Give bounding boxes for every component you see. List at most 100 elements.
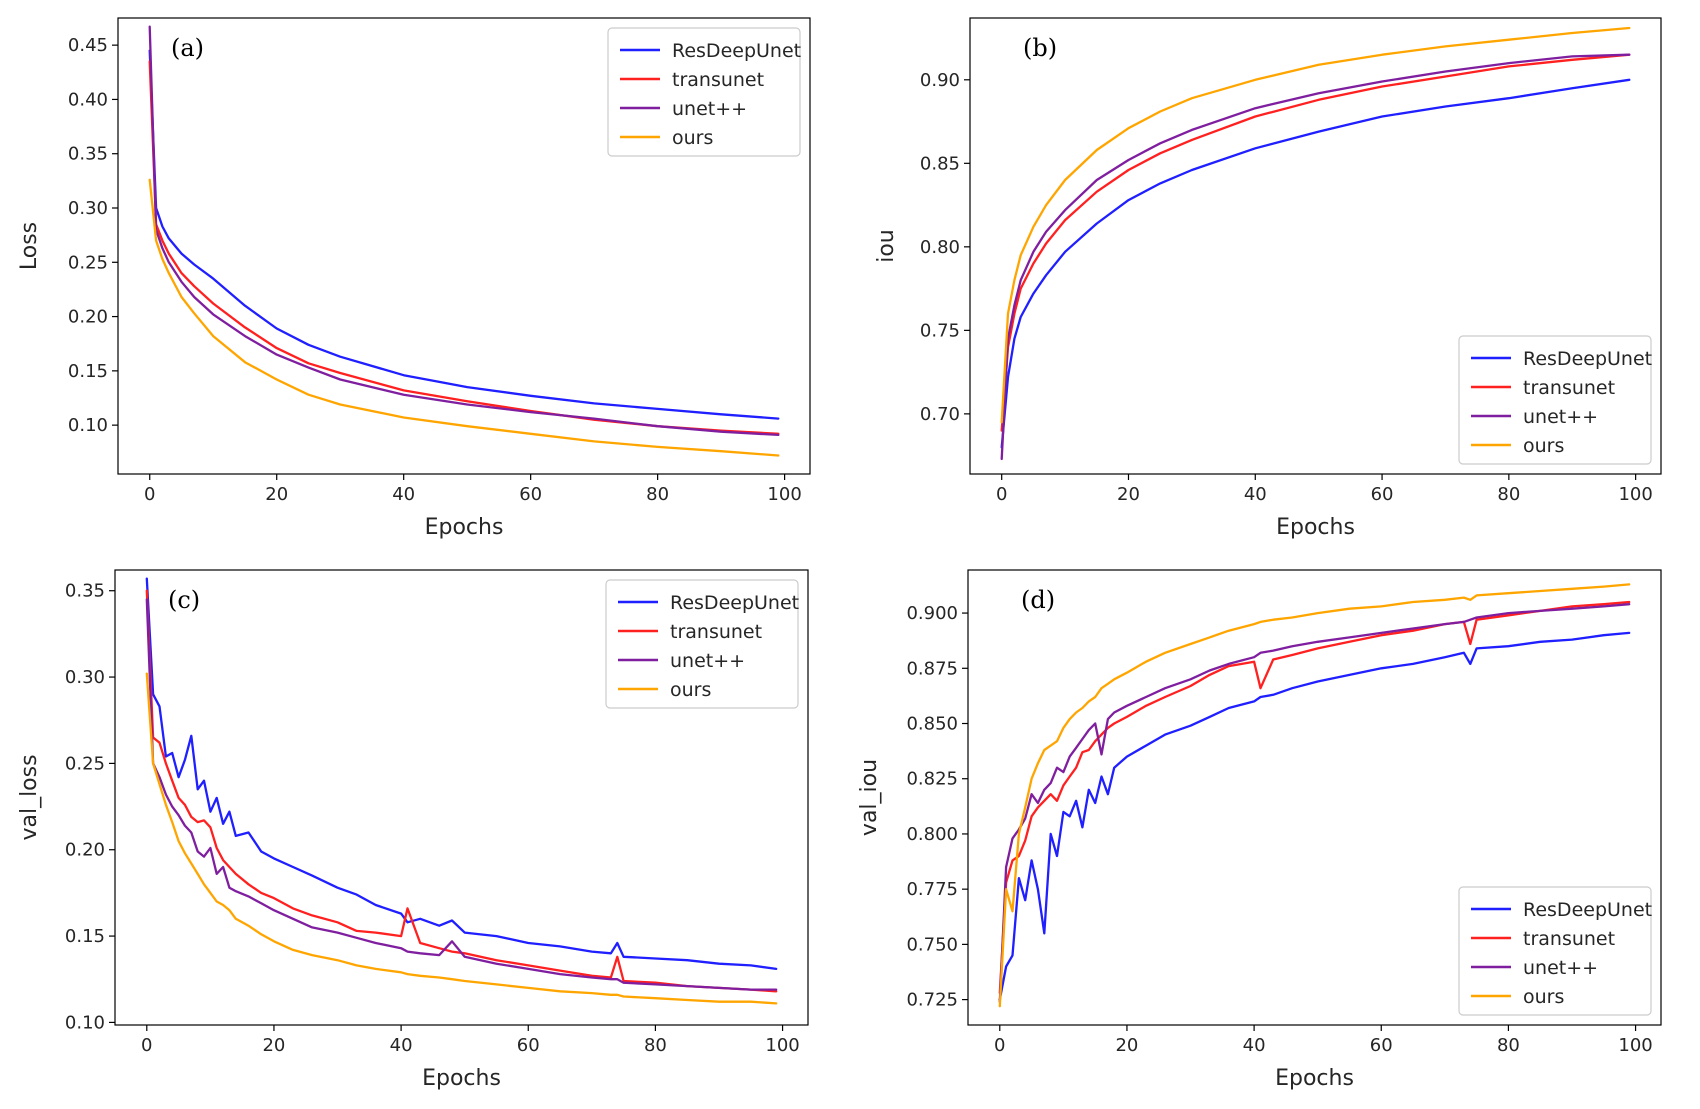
plot-frame (967, 569, 1662, 1026)
y-axis-label: val_loss (17, 754, 42, 840)
series-line-ours (1000, 26, 1631, 424)
y-tick-label: 0.40 (68, 89, 108, 110)
series-line-unetplusplus (148, 25, 780, 437)
y-tick-label: 0.850 (906, 714, 958, 735)
legend-label: ResDeepUnet (672, 40, 801, 62)
x-tick-label: 60 (519, 484, 542, 505)
series-line-transunet (145, 589, 778, 993)
series-line-ours (998, 583, 1631, 1008)
series-line-transunet (998, 600, 1631, 995)
y-tick-label: 0.25 (65, 753, 105, 774)
y-tick-label: 0.20 (68, 307, 108, 328)
x-tick-label: 20 (1115, 1035, 1138, 1056)
x-tick-label: 0 (996, 484, 1007, 505)
legend-label: ResDeepUnet (1523, 348, 1652, 370)
x-tick-label: 100 (765, 1035, 799, 1056)
legend-box (1458, 886, 1652, 1016)
y-tick-label: 0.30 (68, 198, 108, 219)
legend-label: unet++ (672, 98, 747, 120)
x-tick-label: 80 (1497, 1035, 1520, 1056)
y-tick-label: 0.70 (920, 404, 960, 425)
x-tick-label: 80 (1497, 484, 1520, 505)
series-line-transunet (1000, 53, 1631, 432)
x-tick-label: 20 (262, 1035, 285, 1056)
y-tick-label: 0.35 (68, 144, 108, 165)
chart-panel-c: 0 20 40 60 80 100 0.10 0.15 0.20 0.25 0.30 0.35 Epoc… (17, 569, 809, 1091)
series-line-resdeepunet (148, 49, 780, 420)
x-tick-label: 60 (517, 1035, 540, 1056)
y-tick-label: 0.90 (920, 70, 960, 91)
series-line-ours (145, 672, 778, 1005)
legend-label: ResDeepUnet (670, 592, 799, 614)
legend-label: ResDeepUnet (1523, 899, 1652, 921)
series-line-resdeepunet (145, 577, 778, 971)
y-tick-label: 0.10 (65, 1012, 105, 1033)
y-axis-label: Loss (17, 222, 42, 270)
legend-label: ours (670, 679, 711, 701)
x-tick-label: 20 (1117, 484, 1140, 505)
legend: ResDeepUnet transunet unet++ ours (605, 579, 799, 709)
x-tick-label: 40 (390, 1035, 413, 1056)
y-tick-label: 0.725 (906, 990, 958, 1011)
y-tick-label: 0.20 (65, 840, 105, 861)
plot-frame (117, 17, 811, 475)
series-line-unetplusplus (1000, 53, 1631, 461)
x-tick-label: 40 (1243, 1035, 1266, 1056)
series-line-ours (148, 178, 780, 457)
x-axis-label: Epochs (1275, 1066, 1354, 1091)
y-tick-label: 0.30 (65, 667, 105, 688)
x-tick-label: 40 (1244, 484, 1267, 505)
legend-box (605, 579, 799, 709)
x-tick-label: 40 (392, 484, 415, 505)
y-tick-label: 0.35 (65, 581, 105, 602)
x-tick-label: 80 (646, 484, 669, 505)
x-tick-label: 100 (1618, 484, 1652, 505)
chart-panel-a: 0 20 40 60 80 100 0.10 0.15 0.20 0.25 0.30 0.35 0.40… (17, 17, 811, 540)
y-tick-label: 0.775 (906, 879, 958, 900)
y-tick-label: 0.25 (68, 252, 108, 273)
plot-frame (114, 569, 809, 1026)
y-tick-label: 0.45 (68, 35, 108, 56)
chart-panel-b: 0 20 40 60 80 100 0.70 0.75 0.80 0.85 0.90 Epochs io… (874, 17, 1662, 540)
y-axis-label: iou (874, 229, 899, 263)
y-tick-label: 0.15 (68, 361, 108, 382)
x-axis-label: Epochs (422, 1066, 501, 1091)
legend-box (607, 27, 801, 157)
x-tick-label: 100 (1618, 1035, 1652, 1056)
y-tick-label: 0.15 (65, 926, 105, 947)
x-tick-label: 60 (1370, 1035, 1393, 1056)
legend-label: ours (1523, 435, 1564, 457)
y-tick-label: 0.800 (906, 824, 958, 845)
panel-label: (a) (171, 34, 204, 62)
series-line-resdeepunet (1000, 78, 1631, 449)
x-tick-label: 60 (1371, 484, 1394, 505)
legend: ResDeepUnet transunet unet++ ours (607, 27, 801, 157)
x-axis-label: Epochs (1276, 515, 1355, 540)
legend-label: transunet (1523, 377, 1615, 399)
legend-label: transunet (672, 69, 764, 91)
legend: ResDeepUnet transunet unet++ ours (1458, 335, 1652, 465)
y-axis-label: val_iou (857, 759, 882, 836)
legend-label: ours (672, 127, 713, 149)
y-tick-label: 0.10 (68, 415, 108, 436)
y-tick-label: 0.85 (920, 153, 960, 174)
y-tick-label: 0.75 (920, 320, 960, 341)
legend-label: unet++ (1523, 406, 1598, 428)
series-line-unetplusplus (145, 598, 778, 991)
legend-label: transunet (670, 621, 762, 643)
x-tick-label: 80 (644, 1035, 667, 1056)
legend-label: ours (1523, 986, 1564, 1008)
y-tick-label: 0.80 (920, 237, 960, 258)
legend: ResDeepUnet transunet unet++ ours (1458, 886, 1652, 1016)
series-line-resdeepunet (998, 631, 1631, 1001)
x-tick-label: 100 (767, 484, 801, 505)
y-tick-label: 0.875 (906, 658, 958, 679)
panel-label: (d) (1021, 586, 1055, 614)
panel-label: (c) (168, 586, 200, 614)
panel-label: (b) (1023, 34, 1057, 62)
y-tick-label: 0.900 (906, 603, 958, 624)
x-tick-label: 20 (265, 484, 288, 505)
plot-frame (969, 17, 1662, 475)
x-tick-label: 0 (141, 1035, 152, 1056)
